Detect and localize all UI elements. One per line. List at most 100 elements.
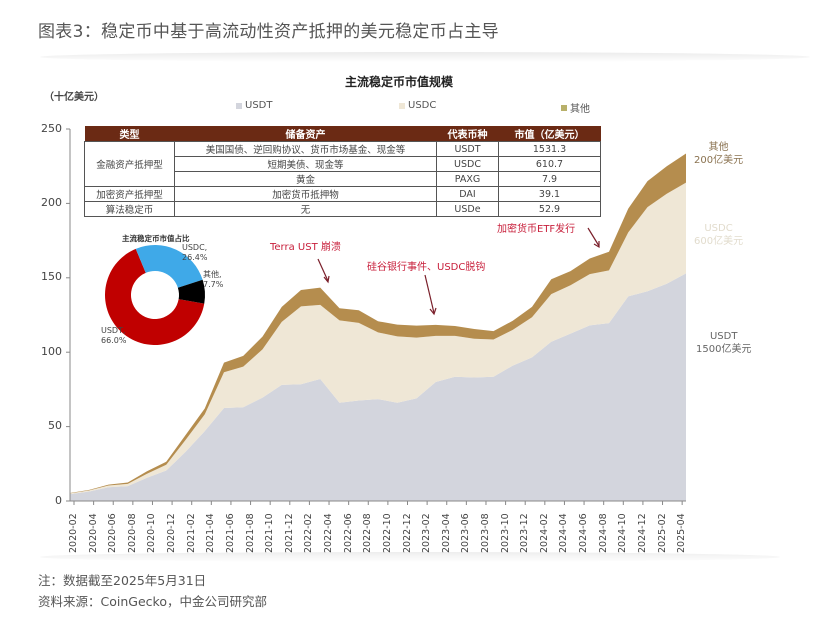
x-tick: 2020-06: [107, 513, 119, 553]
donut-title: 主流稳定币市值占比: [122, 234, 190, 243]
x-tick: 2020-10: [146, 513, 158, 553]
col-type: 类型: [84, 126, 175, 142]
divider-shadow: [40, 52, 810, 62]
x-tick: 2022-02: [303, 513, 315, 553]
end-label-usdt: USDT 1500亿美元: [696, 331, 752, 355]
cell-cap: 610.7: [498, 156, 601, 172]
annotation-arrows: [317, 227, 600, 316]
cell-reserve: 黄金: [174, 171, 437, 187]
x-tick: 2021-06: [224, 513, 236, 553]
annotation-etf: 加密货币ETF发行: [497, 224, 576, 235]
cell-cap: 1531.3: [498, 141, 601, 157]
x-tick: 2023-04: [440, 513, 452, 553]
cell-cap: 52.9: [498, 201, 601, 217]
x-tick: 2020-02: [68, 513, 79, 553]
y-tick: 50: [48, 419, 62, 432]
cell-coin: USDT: [436, 141, 499, 157]
x-tick: 2021-12: [283, 513, 295, 553]
table-row: 算法稳定币 无 USDe 52.9: [84, 201, 601, 217]
donut-label-usdt: USDT, 66.0%: [101, 326, 127, 345]
table-header-row: 类型 储备资产 代表币种 市值（亿美元）: [84, 126, 601, 142]
y-tick: 100: [41, 345, 62, 358]
y-tick: 200: [41, 196, 62, 209]
donut-label-other: 其他, 7.7%: [203, 270, 224, 289]
cell-reserve: 美国国债、逆回购协议、货币市场基金、现金等: [174, 141, 437, 157]
y-axis-unit: （十亿美元）: [44, 92, 104, 103]
col-coin: 代表币种: [436, 126, 499, 142]
footnote: 注：数据截至2025年5月31日: [38, 573, 207, 588]
legend-label-usdc: USDC: [408, 100, 437, 111]
legend-swatch-usdc: [399, 102, 405, 109]
x-tick: 2023-08: [479, 513, 491, 553]
table-row: 金融资产抵押型 美国国债、逆回购协议、货币市场基金、现金等 USDT 1531.…: [84, 141, 601, 187]
x-tick: 2024-06: [578, 513, 590, 553]
x-tick: 2023-10: [499, 513, 511, 553]
donut-slice-USDT: [104, 248, 205, 345]
x-tick: 2021-02: [185, 513, 197, 553]
cell-coin: PAXG: [436, 171, 499, 187]
legend-label-other: 其他: [570, 104, 590, 115]
donut-slice-其他: [177, 279, 205, 304]
cell-cap: 39.1: [498, 186, 601, 202]
col-cap: 市值（亿美元）: [498, 126, 601, 142]
x-tick: 2024-02: [538, 513, 550, 553]
cell-reserve: 加密货币抵押物: [174, 186, 437, 202]
reserves-table: 类型 储备资产 代表币种 市值（亿美元） 金融资产抵押型 美国国债、逆回购协议、…: [84, 126, 601, 217]
cell-type: 算法稳定币: [84, 201, 175, 217]
cell-reserve: 短期美债、现金等: [174, 156, 437, 172]
end-label-usdc: USDC 600亿美元: [694, 223, 744, 247]
area-USDT: [70, 273, 686, 501]
y-tick: 150: [41, 270, 62, 283]
area-其他: [70, 153, 686, 494]
x-tick: 2024-08: [597, 513, 609, 553]
figure-title: 图表3：稳定币中基于高流动性资产抵押的美元稳定币占主导: [38, 22, 499, 42]
area-USDC: [70, 182, 686, 495]
donut-slice-USDC: [135, 245, 203, 288]
cell-coin: USDC: [436, 156, 499, 172]
cell-coin: USDe: [436, 201, 499, 217]
table-row: 加密资产抵押型 加密货币抵押物 DAI 39.1: [84, 186, 601, 202]
table-row: 黄金 PAXG 7.9: [85, 171, 601, 187]
end-label-other: 其他 200亿美元: [694, 142, 744, 166]
cell-type: 金融资产抵押型: [84, 141, 175, 187]
x-tick: 2021-10: [264, 513, 276, 553]
x-tick: 2020-12: [166, 513, 178, 553]
x-tick: 2021-08: [244, 513, 256, 553]
cell-cap: 7.9: [498, 171, 601, 187]
cell-reserve: 无: [174, 201, 437, 217]
x-tick: 2020-08: [126, 513, 138, 553]
x-tick: 2023-06: [460, 513, 472, 553]
x-tick: 2024-12: [636, 513, 648, 553]
y-tick: 250: [41, 122, 62, 135]
x-tick: 2024-04: [558, 513, 570, 553]
source-note: 资料来源：CoinGecko，中金公司研究部: [38, 594, 267, 609]
legend-swatch-other: [561, 104, 567, 111]
col-reserve: 储备资产: [174, 126, 437, 142]
legend-label-usdt: USDT: [245, 100, 273, 111]
legend-usdt: USDT: [236, 100, 272, 111]
cell-type: 加密资产抵押型: [84, 186, 175, 202]
x-tick: 2022-06: [342, 513, 354, 553]
x-tick: 2023-12: [519, 513, 531, 553]
y-tick: 0: [55, 494, 62, 507]
x-tick: 2022-08: [362, 513, 374, 553]
x-tick: 2022-12: [401, 513, 413, 553]
legend-other: 其他: [561, 100, 590, 115]
annotation-svb: 硅谷银行事件、USDC脱钩: [367, 262, 486, 273]
table-row: 短期美债、现金等 USDC 610.7: [85, 156, 601, 172]
x-tick: 2025-02: [656, 513, 668, 553]
x-tick: 2022-10: [381, 513, 393, 553]
x-tick: 2025-04: [676, 513, 688, 553]
legend-swatch-usdt: [236, 102, 242, 109]
x-tick: 2020-04: [87, 513, 99, 553]
x-tick: 2024-10: [617, 513, 629, 553]
x-tick: 2022-04: [323, 513, 335, 553]
chart-title: 主流稳定币市值规模: [345, 75, 454, 89]
donut-chart: [104, 245, 205, 345]
x-tick: 2021-04: [205, 513, 217, 553]
x-tick: 2023-02: [421, 513, 433, 553]
cell-coin: DAI: [436, 186, 499, 202]
annotation-terra: Terra UST 崩溃: [270, 242, 341, 253]
legend-usdc: USDC: [399, 100, 436, 111]
